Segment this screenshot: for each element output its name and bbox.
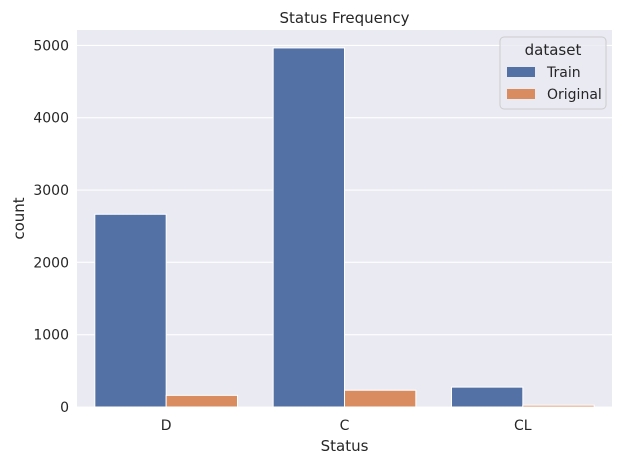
bar-train-cl xyxy=(451,386,524,408)
chart-title: Status Frequency xyxy=(279,9,409,27)
legend-label-original: Original xyxy=(547,87,602,103)
y-tick-label: 0 xyxy=(60,400,69,416)
y-tick-label: 2000 xyxy=(33,255,69,271)
legend-swatch-train xyxy=(507,67,535,77)
bar-original-c xyxy=(344,389,417,408)
y-tick-label: 3000 xyxy=(33,183,69,199)
y-axis-label: count xyxy=(10,197,28,239)
x-tick-label: CL xyxy=(514,418,532,434)
x-tick-label: D xyxy=(161,418,172,434)
y-tick-label: 4000 xyxy=(33,111,69,127)
bar-original-d xyxy=(165,394,239,408)
legend-swatch-original xyxy=(507,89,535,99)
x-tick-labels: D C CL xyxy=(161,418,532,434)
y-tick-label: 1000 xyxy=(33,328,69,344)
y-tick-labels: 0 1000 2000 3000 4000 5000 xyxy=(33,38,69,416)
legend-entries: Train Original xyxy=(507,65,602,103)
bar-original-cl xyxy=(522,404,595,408)
x-tick-label: C xyxy=(340,418,350,434)
legend-title: dataset xyxy=(525,41,582,59)
bar-train-d xyxy=(94,213,167,408)
bars xyxy=(94,47,595,408)
legend: dataset Train Original xyxy=(499,36,607,110)
legend-label-train: Train xyxy=(546,65,581,81)
y-tick-label: 5000 xyxy=(33,38,69,54)
x-axis-label: Status xyxy=(321,437,369,455)
bar-train-c xyxy=(272,47,345,408)
